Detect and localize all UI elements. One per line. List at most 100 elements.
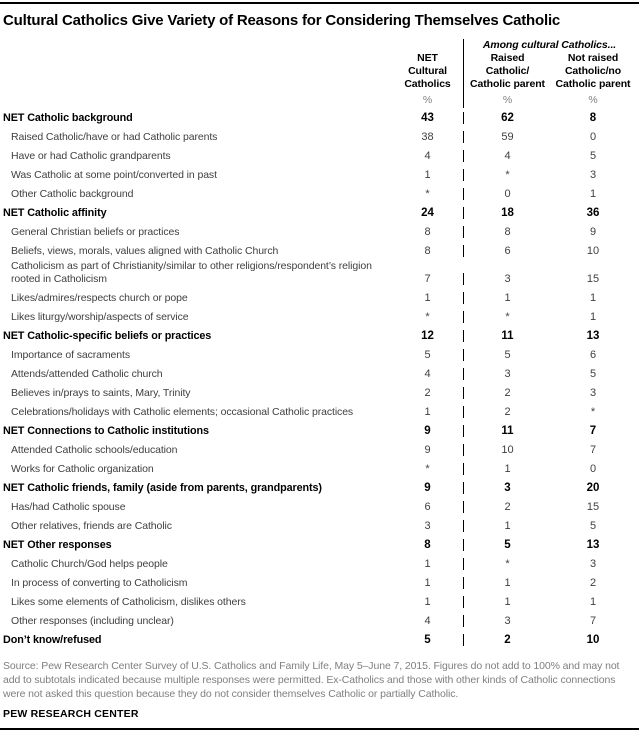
row-label: Raised Catholic/have or had Catholic par… — [11, 130, 218, 143]
column-header-not-raised-line: Not raised — [567, 52, 619, 64]
row-label: Works for Catholic organization — [11, 462, 154, 475]
table-row: Other Catholic background * 0 1 — [3, 184, 635, 203]
row-label: Catholic Church/God helps people — [11, 557, 168, 570]
table-row: General Christian beliefs or practices 8 8… — [3, 222, 635, 241]
row-value: 1 — [392, 291, 464, 304]
row-value: * — [505, 168, 510, 181]
row-value: 2 — [504, 386, 511, 399]
column-header-raised-line: Catholic parent — [470, 78, 545, 90]
row-label: NET Catholic friends, family (aside from… — [3, 481, 322, 494]
row-value: 13 — [586, 538, 600, 551]
row-value: 4 — [392, 149, 464, 162]
row-value: 1 — [392, 595, 464, 608]
table-row: NET Catholic friends, family (aside from… — [3, 478, 635, 497]
row-value: * — [392, 462, 464, 475]
row-value: 13 — [586, 329, 600, 342]
row-value: 9 — [392, 481, 464, 494]
row-value: 1 — [392, 557, 464, 570]
row-label: General Christian beliefs or practices — [11, 225, 180, 238]
row-label: In process of converting to Catholicism — [11, 576, 188, 589]
row-label: Other relatives, friends are Catholic — [11, 519, 172, 532]
row-label: Was Catholic at some point/converted in … — [11, 168, 217, 181]
table-row: Was Catholic at some point/converted in … — [3, 165, 635, 184]
row-value: 10 — [586, 244, 600, 257]
column-header-net: NET Cultural Catholics — [392, 39, 464, 91]
row-value: 1 — [392, 576, 464, 589]
column-header-not-raised: Not raised Catholic/no Catholic parent — [551, 52, 635, 91]
row-value: 9 — [589, 225, 597, 238]
row-value: 1 — [504, 595, 511, 608]
table-body: NET Catholic background 43 62 8 Raised Catho… — [3, 108, 635, 649]
row-value: 8 — [392, 244, 464, 257]
table-row: Beliefs, views, morals, values aligned w… — [3, 241, 635, 260]
percent-label: % — [392, 91, 464, 108]
table-row: NET Catholic background 43 62 8 — [3, 108, 635, 127]
row-value: 1 — [504, 576, 511, 589]
row-value: 3 — [392, 519, 464, 532]
row-value: 3 — [589, 386, 597, 399]
row-value: 1 — [504, 291, 511, 304]
column-group-columns: Raised Catholic/ Catholic parent Not rai… — [464, 52, 635, 91]
row-value: 43 — [392, 111, 464, 124]
row-value: 9 — [392, 443, 464, 456]
table-row: Likes some elements of Catholicism, disl… — [3, 592, 635, 611]
row-value: 2 — [504, 405, 511, 418]
row-value: 8 — [392, 538, 464, 551]
row-label: NET Catholic-specific beliefs or practic… — [3, 329, 212, 342]
row-value: 4 — [392, 367, 464, 380]
row-value: 3 — [504, 614, 511, 627]
table-row: Catholicism as part of Christianity/simi… — [3, 260, 635, 288]
header-label-spacer — [3, 39, 392, 91]
column-group-label: Among cultural Catholics... — [482, 39, 617, 51]
row-value: 1 — [504, 462, 511, 475]
percent-label: % — [588, 93, 598, 106]
row-label: Celebrations/holidays with Catholic elem… — [11, 405, 354, 418]
row-value: 7 — [392, 272, 464, 285]
row-value: 8 — [392, 225, 464, 238]
brand-label: PEW RESEARCH CENTER — [3, 708, 139, 720]
row-value: 4 — [504, 149, 511, 162]
table-row: Have or had Catholic grandparents 4 4 5 — [3, 146, 635, 165]
table-row: Likes liturgy/worship/aspects of service… — [3, 307, 635, 326]
row-value: 1 — [589, 291, 597, 304]
row-value: 7 — [589, 443, 597, 456]
row-value: 1 — [392, 405, 464, 418]
row-value: 2 — [504, 633, 511, 646]
row-label: Other Catholic background — [11, 187, 134, 200]
row-value: 24 — [392, 206, 464, 219]
source-note: Source: Pew Research Center Survey of U.… — [3, 660, 620, 700]
table-row: Other responses (including unclear) 4 3 7 — [3, 611, 635, 630]
row-value: 20 — [586, 481, 600, 494]
row-value: 15 — [586, 500, 600, 513]
row-value: * — [505, 557, 510, 570]
row-value: 8 — [589, 111, 597, 124]
row-value: 0 — [504, 187, 511, 200]
row-value: 18 — [501, 206, 514, 219]
row-value: 10 — [501, 443, 514, 456]
row-value: 3 — [504, 481, 511, 494]
row-value: 3 — [504, 272, 511, 285]
row-value: 1 — [589, 187, 597, 200]
row-label: Have or had Catholic grandparents — [11, 149, 171, 162]
row-label: Likes some elements of Catholicism, disl… — [11, 595, 246, 608]
row-value: 11 — [501, 424, 514, 437]
row-value: 10 — [586, 633, 600, 646]
row-value: 7 — [589, 614, 597, 627]
column-header-raised-line: Catholic/ — [485, 65, 530, 77]
row-label: NET Catholic affinity — [3, 206, 107, 219]
row-value: 0 — [589, 130, 597, 143]
row-value: 5 — [589, 149, 597, 162]
percent-row-spacer — [3, 91, 392, 108]
table-row: Raised Catholic/have or had Catholic par… — [3, 127, 635, 146]
row-label: Attended Catholic schools/education — [11, 443, 178, 456]
figure-content: Cultural Catholics Give Variety of Reaso… — [0, 11, 639, 720]
row-value: 38 — [392, 130, 464, 143]
table-row: Other relatives, friends are Catholic 3 1 5 — [3, 516, 635, 535]
row-value: 5 — [589, 519, 597, 532]
row-value: 5 — [504, 348, 511, 361]
row-label: Likes liturgy/worship/aspects of service — [11, 310, 189, 323]
row-value: 15 — [586, 272, 600, 285]
row-label: NET Catholic background — [3, 111, 133, 124]
column-header-raised-line: Raised — [490, 52, 525, 64]
